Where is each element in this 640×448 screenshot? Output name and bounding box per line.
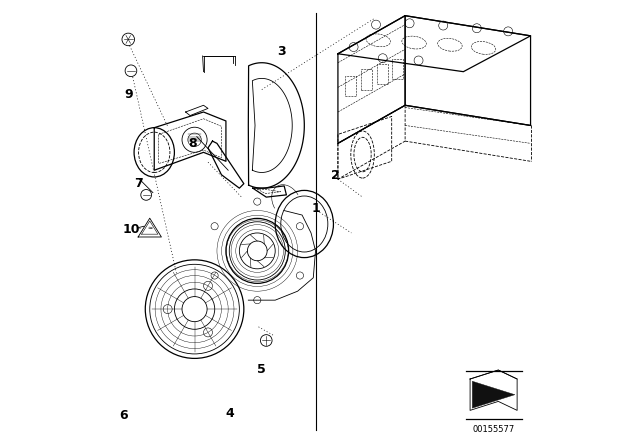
Text: 3: 3 bbox=[278, 44, 286, 58]
Text: 8: 8 bbox=[188, 137, 196, 150]
Text: 9: 9 bbox=[124, 87, 132, 101]
Text: ≈: ≈ bbox=[147, 226, 152, 231]
Text: 5: 5 bbox=[257, 363, 266, 376]
Polygon shape bbox=[472, 381, 515, 408]
Text: 6: 6 bbox=[120, 409, 128, 422]
Text: 2: 2 bbox=[332, 169, 340, 182]
Text: 4: 4 bbox=[225, 406, 234, 420]
Bar bbox=[344, 76, 356, 96]
Text: 1: 1 bbox=[312, 202, 321, 215]
Text: 10: 10 bbox=[122, 223, 140, 236]
Text: 7: 7 bbox=[134, 177, 143, 190]
Text: 00155577: 00155577 bbox=[472, 425, 515, 434]
Bar bbox=[361, 69, 372, 90]
Bar bbox=[377, 64, 388, 84]
Bar bbox=[392, 59, 403, 79]
